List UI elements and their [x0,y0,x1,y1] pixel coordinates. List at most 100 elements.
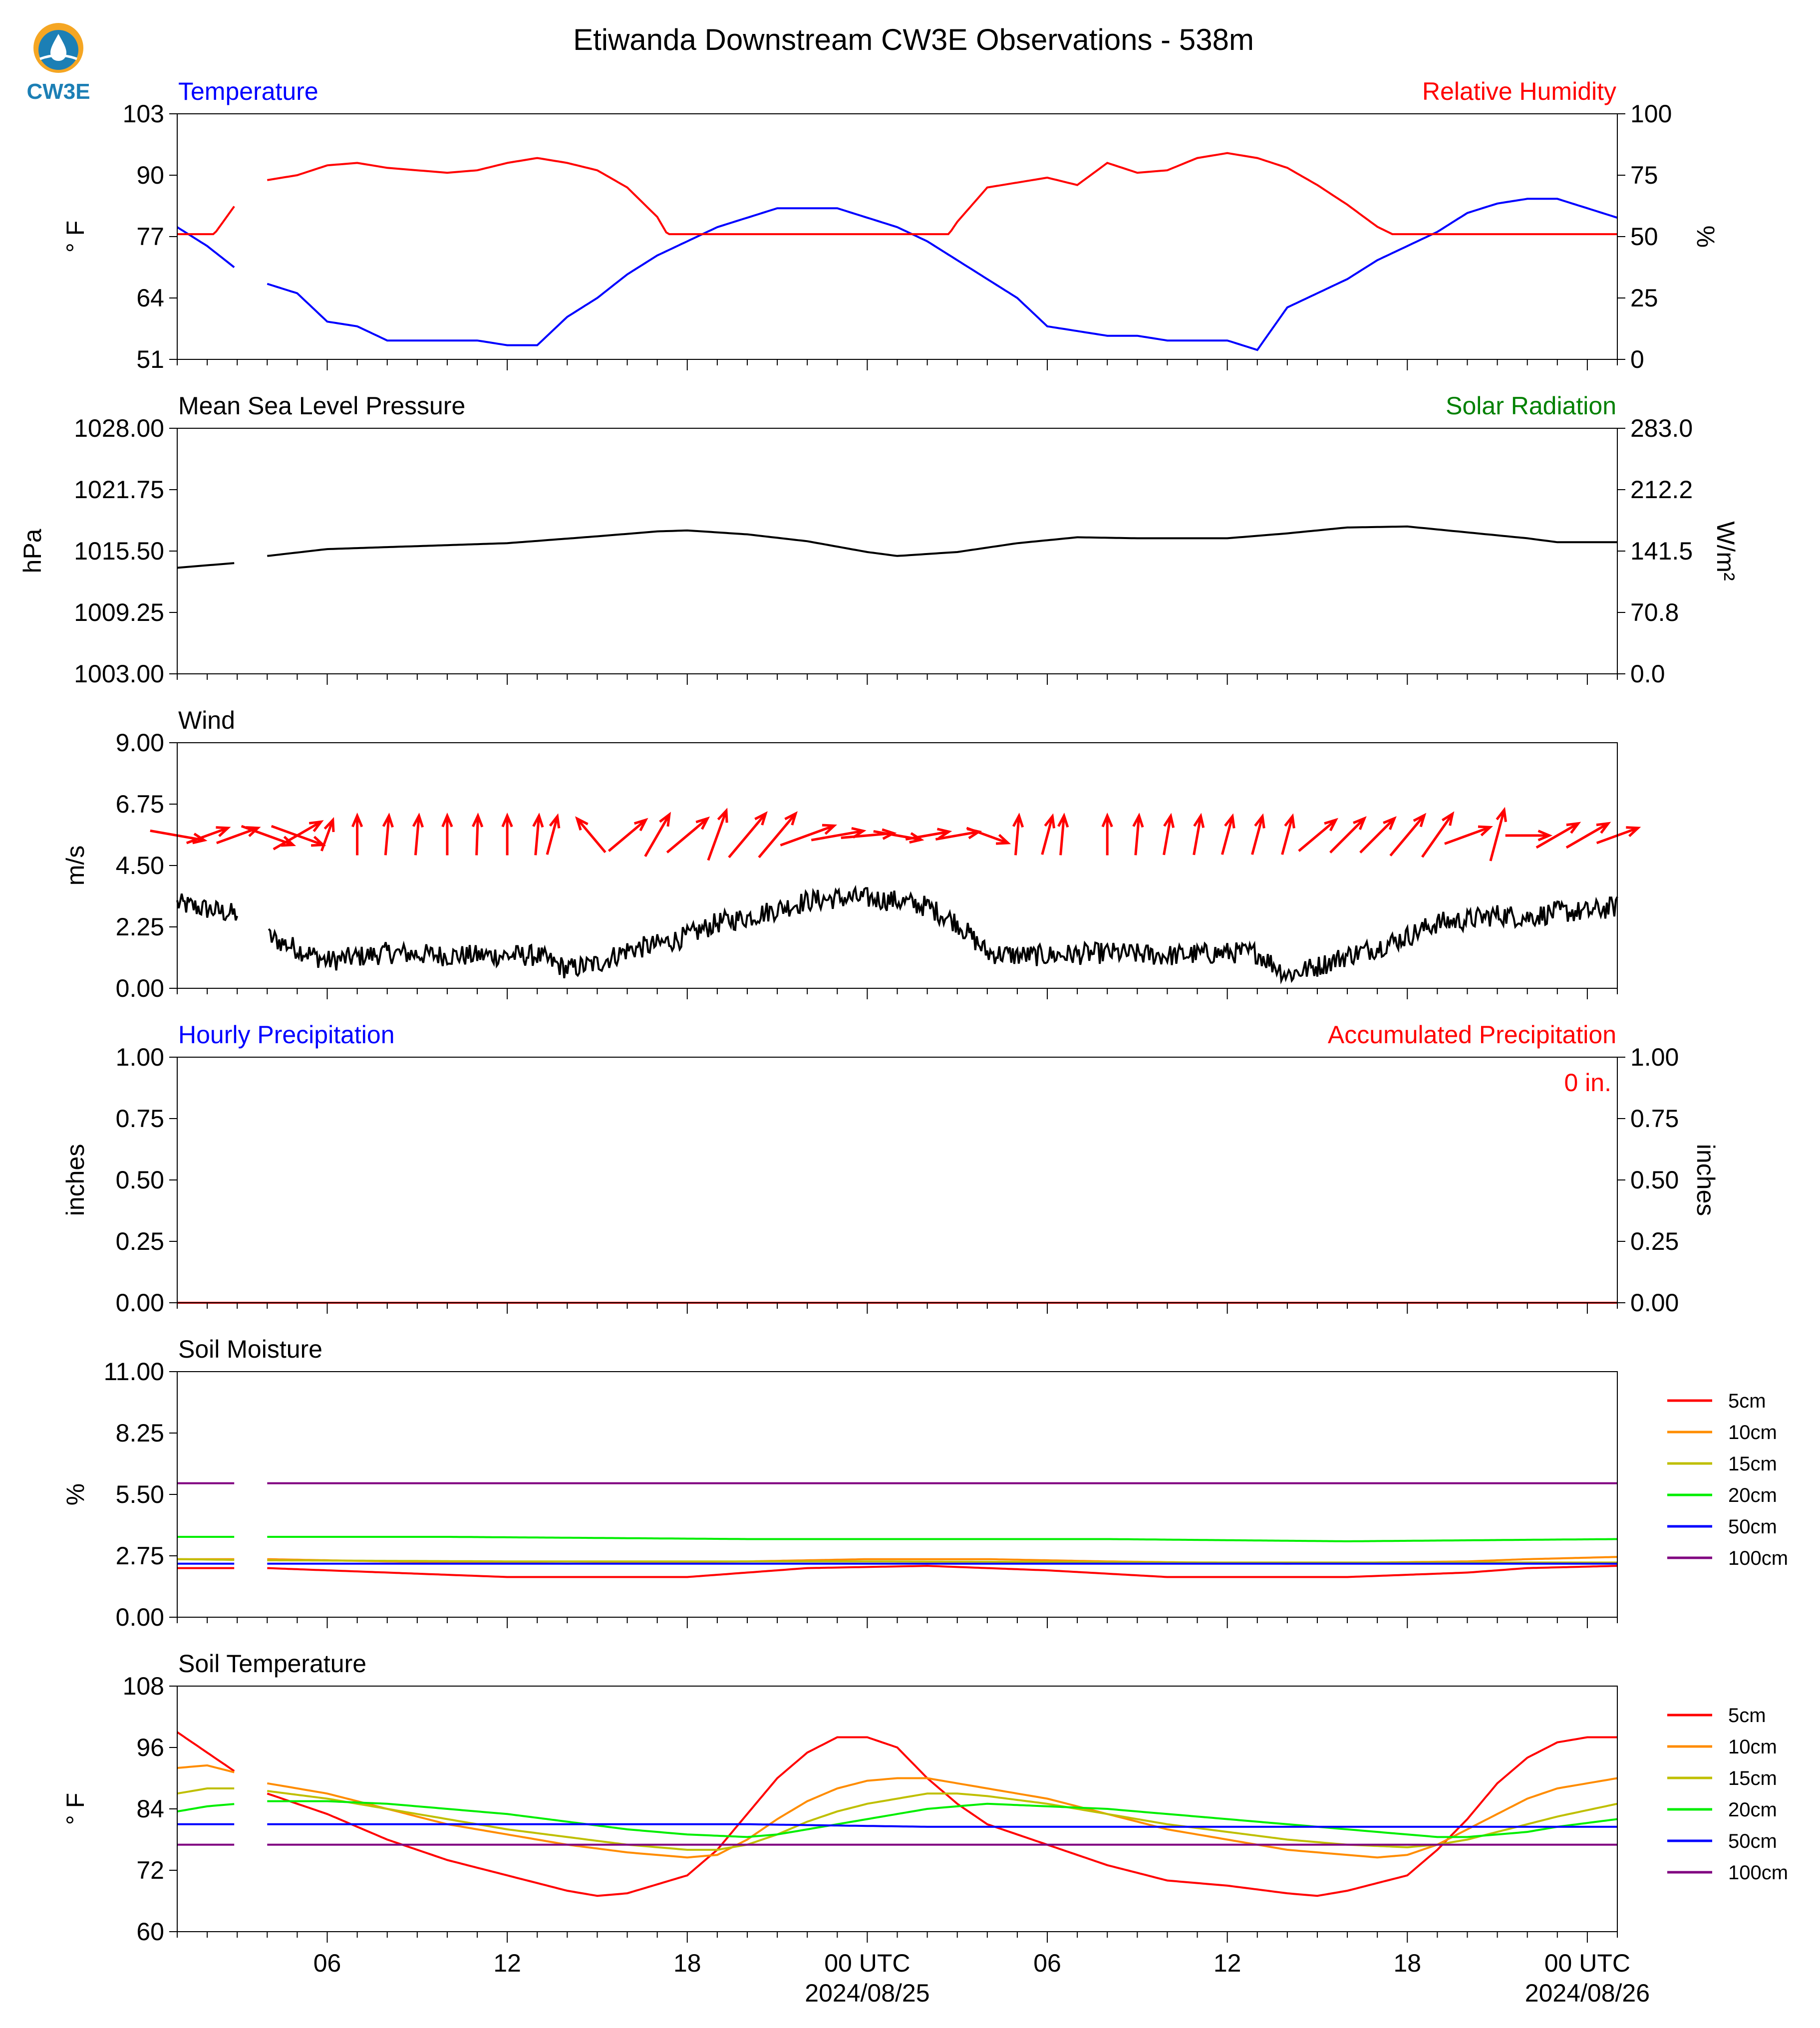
wind-arrows [150,807,1641,862]
legend-label: 100cm [1728,1547,1788,1569]
series-3-1-line [176,884,1618,985]
wind-arrow [412,813,424,856]
wind-arrow [644,812,671,858]
wind-arrow [607,818,648,852]
wind-arrow [1298,818,1338,852]
x-tick-date-label: 2024/08/25 [805,1979,929,2007]
series-1-2-line [177,152,1617,236]
y-tick-label-left: 108 [123,1672,164,1700]
panel-title-left: Temperature [178,77,318,105]
wind-arrow [707,808,728,861]
y-tick-label-left: 1021.75 [74,476,164,504]
panel-title-left: Soil Temperature [178,1650,366,1678]
series-20cm-line [177,1800,1618,1838]
y-tick-label-left: 11.00 [104,1358,164,1386]
x-tick-label: 18 [673,1949,701,1977]
wind-arrow [1281,813,1295,855]
legend-label: 10cm [1728,1422,1777,1444]
y-tick-label-left: 77 [136,223,164,251]
legend-label: 10cm [1728,1736,1777,1758]
y-tick-label-left: 0.50 [116,1166,164,1194]
x-tick-label: 12 [493,1949,521,1977]
y-tick-label-left: 51 [136,345,164,373]
y-tick-label-right: 212.2 [1630,476,1693,504]
wind-arrow [1041,813,1056,855]
wind-arrow [780,824,837,847]
wind-arrow [1132,813,1144,856]
y-tick-label-left: 1009.25 [74,598,164,626]
series-5cm-line [177,1565,1618,1578]
y-tick-label-right: 141.5 [1630,537,1693,565]
y-tick-label-right: 0.75 [1630,1105,1679,1133]
panel-title-left: Soil Moisture [178,1335,322,1363]
panels: 51 64 77 90 103 0 25 50 75 100 Temperature Relative… [18,77,1788,2007]
wind-arrow [1444,825,1493,845]
y-tick-label-left: 72 [136,1856,164,1884]
wind-arrow [666,816,710,854]
wind-arrow [186,826,231,845]
wind-arrow [320,817,335,852]
panel-1: 51 64 77 90 103 0 25 50 75 100 Temperature Relative… [61,77,1720,373]
panel-title-right: Accumulated Precipitation [1328,1021,1616,1049]
wind-arrow [1012,813,1024,856]
y-tick-label-left: 2.25 [116,913,164,941]
wind-arrow [1251,813,1265,855]
y-tick-label-left: 90 [136,161,164,189]
y-tick-label-left: 60 [136,1918,164,1946]
y-tick-label-right: 70.8 [1630,598,1679,626]
legend-label: 5cm [1728,1705,1766,1727]
wind-arrow [1220,813,1235,855]
wind-arrow [1193,813,1205,856]
x-tick-label: 00 UTC [824,1949,910,1977]
wind-arrow [728,811,768,859]
x-tick-date-label: 2024/08/26 [1525,1979,1650,2007]
y-axis-label-left: % [61,1483,89,1505]
logo-wave-icon [39,54,77,60]
legend-label: 100cm [1728,1862,1788,1884]
y-tick-label-left: 8.25 [116,1419,164,1447]
y-tick-label-left: 1.00 [116,1043,164,1071]
y-tick-label-left: 0.00 [116,974,164,1002]
y-tick-label-left: 1003.00 [74,660,164,688]
y-tick-label-left: 5.50 [116,1480,164,1508]
y-tick-label-left: 4.50 [116,852,164,879]
legend-label: 20cm [1728,1484,1777,1506]
wind-arrow [575,816,607,854]
legend-label: 20cm [1728,1799,1777,1821]
y-tick-label-left: 1015.50 [74,537,164,565]
y-axis-label-left: ° F [61,221,89,253]
series-15cm-line [177,1558,1617,1564]
y-tick-label-left: 96 [136,1734,164,1761]
y-tick-label-left: 0.00 [116,1603,164,1631]
cw3e-logo: CW3E [26,23,90,104]
y-tick-label-right: 0.25 [1630,1227,1679,1255]
legend-label: 50cm [1728,1516,1777,1538]
y-tick-label-left: 0.25 [116,1227,164,1255]
legend-label: 5cm [1728,1390,1766,1412]
logo-text: CW3E [26,79,90,104]
y-tick-label-right: 0 [1630,345,1644,373]
wind-arrow [441,812,453,856]
wind-arrow [382,813,394,856]
y-tick-label-right: 100 [1630,100,1672,128]
wind-arrow [1359,816,1397,854]
series-15cm-line [177,1787,1618,1851]
series-10cm-line [177,1764,1618,1859]
wind-arrow [273,820,324,851]
y-tick-label-left: 6.75 [116,790,164,818]
panel-title-left: Wind [178,706,235,734]
wind-arrow [1329,816,1367,854]
x-tick-label: 18 [1393,1949,1421,1977]
wind-arrow [1163,813,1175,856]
legend-label: 15cm [1728,1767,1777,1789]
y-tick-label-left: 9.00 [116,729,164,757]
y-axis-label-left: m/s [61,846,89,886]
wind-arrow [905,828,952,841]
wind-arrow [351,812,363,856]
wind-arrow [532,813,544,856]
precip-total-annotation: 0 in. [1564,1069,1611,1097]
depth-legend: 5cm 10cm 15cm 20cm 50cm 100cm [1667,1705,1788,1884]
y-tick-label-right: 283.0 [1630,414,1693,442]
panel-6: 60 72 84 96 108 Soil Temperature ° F 5cm 10cm 15c… [61,1650,1788,1946]
y-axis-label-left: ° F [61,1793,89,1825]
